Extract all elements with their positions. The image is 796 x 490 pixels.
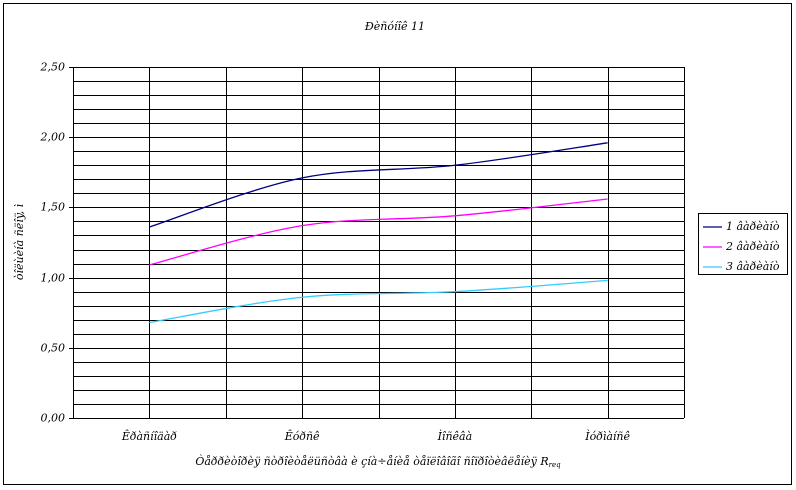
x-axis-label: Òåððèòîðèÿ ñòðîèòåëüñòâà è çíà÷åíèå òåïë… <box>195 454 561 469</box>
series-line <box>149 198 608 266</box>
y-tick-label: 0,50 <box>41 342 66 355</box>
series-line <box>149 279 608 324</box>
legend-box <box>698 213 788 275</box>
series-line <box>149 142 608 228</box>
chart-border <box>3 3 792 485</box>
legend-label: 3 âàðèàíò <box>726 260 780 273</box>
y-axis-label: òîëùèíà ñëîÿ, ì <box>13 203 26 280</box>
y-tick-label: 1,50 <box>41 201 66 214</box>
y-tick-label: 2,50 <box>40 61 66 74</box>
x-axis-label-subscript: req <box>549 461 561 469</box>
x-tick-label: Ìóðìàíñê <box>584 429 630 443</box>
y-tick-label: 2,00 <box>40 131 66 144</box>
x-axis-label-main: Òåððèòîðèÿ ñòðîèòåëüñòâà è çíà÷åíèå òåïë… <box>195 454 548 468</box>
x-tick-label: Êðàñíîäàð <box>121 429 177 443</box>
chart-title: Ðèñóíîê 11 <box>364 20 425 33</box>
legend-label: 1 âàðèàíò <box>726 220 780 233</box>
legend-label: 2 âàðèàíò <box>725 240 780 253</box>
y-tick-label: 1,00 <box>41 272 66 285</box>
x-tick-label: Êóðñê <box>284 429 320 443</box>
y-tick-label: 0,00 <box>41 412 66 425</box>
x-tick-label: Ìîñêâà <box>437 429 473 443</box>
